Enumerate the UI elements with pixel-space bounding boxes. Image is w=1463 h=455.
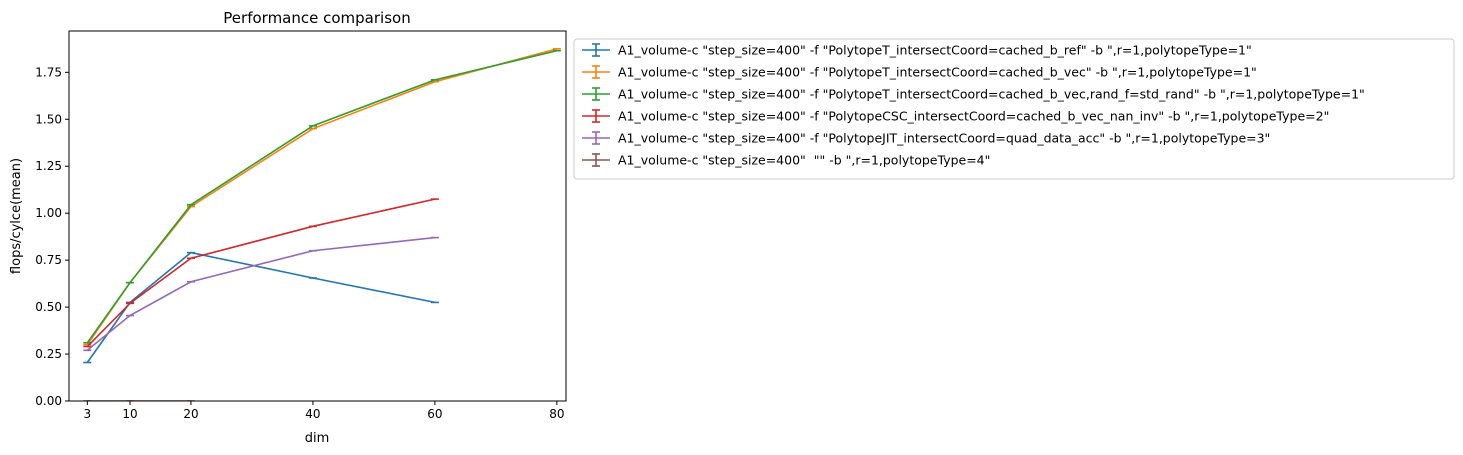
y-tick-label: 0.25: [35, 347, 62, 361]
plot-area: [83, 48, 561, 401]
x-tick-label: 80: [549, 407, 564, 421]
legend-item: A1_volume-c "step_size=400" -f "Polytope…: [582, 87, 1365, 102]
legend-label: A1_volume-c "step_size=400" -f "Polytope…: [618, 65, 1257, 80]
x-tick-label: 20: [183, 407, 198, 421]
y-tick-label: 1.00: [35, 206, 62, 220]
x-tick-label: 40: [305, 407, 320, 421]
x-axis-ticks: 3 10 20 40 60 80: [83, 401, 564, 421]
legend-item: A1_volume-c "step_size=400" -f "Polytope…: [582, 43, 1252, 58]
y-tick-label: 0.75: [35, 253, 62, 267]
x-tick-label: 60: [427, 407, 442, 421]
legend-label: A1_volume-c "step_size=400" "" -b ",r=1,…: [618, 153, 990, 168]
legend-item: A1_volume-c "step_size=400" -f "Polytope…: [582, 109, 1329, 124]
x-tick-label: 10: [122, 407, 137, 421]
y-tick-label: 0.00: [35, 394, 62, 408]
legend-frame: [573, 38, 1455, 180]
y-tick-label: 1.50: [35, 112, 62, 126]
x-tick-label: 3: [83, 407, 91, 421]
legend-item: A1_volume-c "step_size=400" -f "Polytope…: [582, 65, 1257, 80]
plot-frame: [68, 30, 567, 402]
legend-label: A1_volume-c "step_size=400" -f "Polytope…: [618, 131, 1270, 146]
series-line-3: [86, 49, 558, 344]
legend-label: A1_volume-c "step_size=400" -f "Polytope…: [618, 43, 1252, 58]
y-axis-label: flops/cylce(mean): [9, 158, 24, 274]
y-tick-label: 1.75: [35, 65, 62, 79]
legend: A1_volume-c "step_size=400" -f "Polytope…: [573, 38, 1455, 180]
x-axis-label: dim: [305, 431, 330, 446]
y-tick-label: 1.25: [35, 159, 62, 173]
legend-item: A1_volume-c "step_size=400" -f "Polytope…: [582, 131, 1270, 146]
legend-item: A1_volume-c "step_size=400" "" -b ",r=1,…: [582, 153, 990, 168]
legend-label: A1_volume-c "step_size=400" -f "Polytope…: [618, 87, 1365, 102]
y-axis-ticks: 0.00 0.25 0.50 0.75 1.00 1.25 1.50 1.75: [35, 65, 69, 408]
series-group: [83, 48, 561, 401]
chart-title: Performance comparison: [223, 9, 410, 27]
y-tick-label: 0.50: [35, 300, 62, 314]
legend-label: A1_volume-c "step_size=400" -f "Polytope…: [618, 109, 1329, 124]
